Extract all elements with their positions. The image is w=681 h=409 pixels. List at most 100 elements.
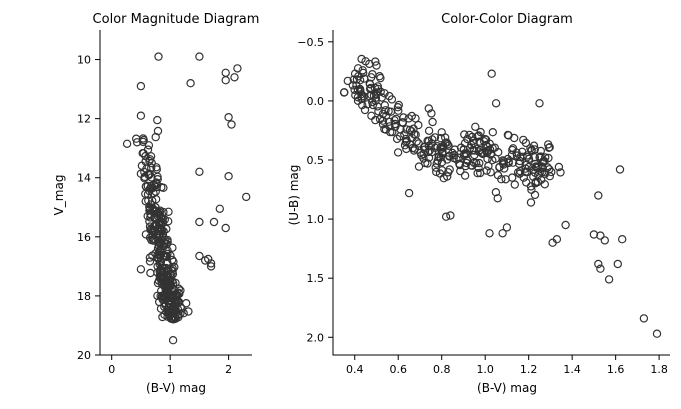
ccd-point <box>376 73 385 83</box>
ccd-point <box>530 190 540 200</box>
cmd-point <box>221 75 230 85</box>
ccd-point <box>486 150 495 159</box>
ccd-point <box>474 163 483 173</box>
cmd-point <box>169 288 178 297</box>
cmd-point <box>154 52 163 61</box>
ccd-point <box>402 125 411 134</box>
cmd-xlabel: (B-V) mag <box>146 381 206 395</box>
ccd-point <box>391 114 401 124</box>
ccd-point <box>526 198 536 207</box>
cmd-point <box>153 115 162 125</box>
cmd-point <box>157 262 166 271</box>
ccd-ytick-label: 1.0 <box>307 213 325 226</box>
cmd-point <box>136 111 146 120</box>
ccd-point <box>446 211 455 220</box>
cmd-xtick-label: 1 <box>167 363 174 376</box>
ccd-point <box>488 155 497 165</box>
cmd-ytick-label: 10 <box>77 54 91 67</box>
ccd-point <box>444 141 453 150</box>
ccd-point <box>596 264 605 273</box>
ccd-point <box>508 173 517 182</box>
ccd-point <box>615 165 625 174</box>
cmd-point <box>151 181 160 190</box>
ccd-point <box>367 111 376 121</box>
ccd-point <box>494 147 503 157</box>
ccd-point <box>503 130 513 140</box>
cmd-point <box>159 183 168 192</box>
color-color-panel: Color-Color Diagram (B-V) mag (U-B) mag … <box>287 12 670 395</box>
ccd-point <box>495 163 504 172</box>
cmd-point <box>164 207 173 216</box>
cmd-point <box>165 276 174 285</box>
ccd-point <box>532 163 541 172</box>
cmd-point <box>163 290 172 299</box>
ccd-point <box>443 155 452 164</box>
cmd-point <box>156 257 166 266</box>
ccd-point <box>404 188 414 198</box>
ccd-point <box>396 125 405 134</box>
ccd-xtick-label: 1.6 <box>607 363 625 376</box>
ccd-point <box>476 168 485 178</box>
ccd-point <box>498 229 507 238</box>
cmd-point <box>168 243 177 252</box>
ccd-point <box>372 88 382 97</box>
cmd-point <box>148 234 158 244</box>
ccd-point <box>544 153 553 163</box>
ccd-point <box>390 116 399 125</box>
ccd-point <box>365 80 375 89</box>
ccd-ytick-label: 1.5 <box>307 272 325 285</box>
ccd-point <box>368 69 377 79</box>
ccd-point <box>594 259 603 269</box>
ccd-point <box>365 84 375 94</box>
ccd-point <box>484 161 493 171</box>
ccd-spines <box>332 30 670 356</box>
ccd-point <box>476 127 485 137</box>
cmd-xtick-label: 0 <box>108 363 115 376</box>
ccd-point <box>343 76 352 86</box>
ccd-ytick-label: 0.0 <box>307 95 325 108</box>
ccd-point <box>387 95 397 104</box>
cmd-point <box>165 306 175 315</box>
ccd-point <box>450 150 459 160</box>
ccd-point <box>483 142 492 152</box>
cmd-point <box>173 296 182 305</box>
ccd-point <box>427 109 436 118</box>
ccd-point <box>433 141 442 151</box>
ccd-point <box>455 159 464 168</box>
cmd-point <box>144 141 154 150</box>
cmd-point <box>146 268 155 278</box>
cmd-title: Color Magnitude Diagram <box>93 12 260 27</box>
ccd-point <box>460 171 470 180</box>
cmd-point <box>181 299 191 308</box>
cmd-ytick-label: 12 <box>77 113 91 126</box>
cmd-points <box>122 52 251 345</box>
cmd-point <box>195 167 204 176</box>
ccd-point <box>596 231 605 240</box>
ccd-point <box>510 180 519 189</box>
ccd-point <box>502 223 512 232</box>
ccd-xtick-label: 0.4 <box>346 363 364 376</box>
ccd-xlabel: (B-V) mag <box>477 381 537 395</box>
cmd-point <box>145 217 154 226</box>
cmd-point <box>132 138 142 147</box>
ccd-point <box>541 153 550 162</box>
cmd-ytick-label: 20 <box>77 349 91 362</box>
ccd-point <box>639 314 649 323</box>
ccd-ticks: 0.4 0.6 0.8 1.0 1.2 1.4 1.6 1.8 −0.5 0.0 0.5 1.0 1.5… <box>297 36 668 376</box>
ccd-point <box>543 163 552 172</box>
cmd-point <box>141 182 151 191</box>
cmd-point <box>156 217 166 226</box>
ccd-point <box>430 133 440 142</box>
ccd-point <box>371 115 380 125</box>
ccd-point <box>358 100 367 110</box>
cmd-point <box>137 161 147 170</box>
cmd-point <box>184 307 193 316</box>
ccd-xtick-label: 0.6 <box>389 363 407 376</box>
cmd-point <box>146 163 156 172</box>
ccd-point <box>468 132 477 142</box>
ccd-xtick-label: 1.8 <box>650 363 668 376</box>
ccd-point <box>498 156 507 165</box>
ccd-point <box>445 165 454 174</box>
ccd-point <box>463 134 472 144</box>
